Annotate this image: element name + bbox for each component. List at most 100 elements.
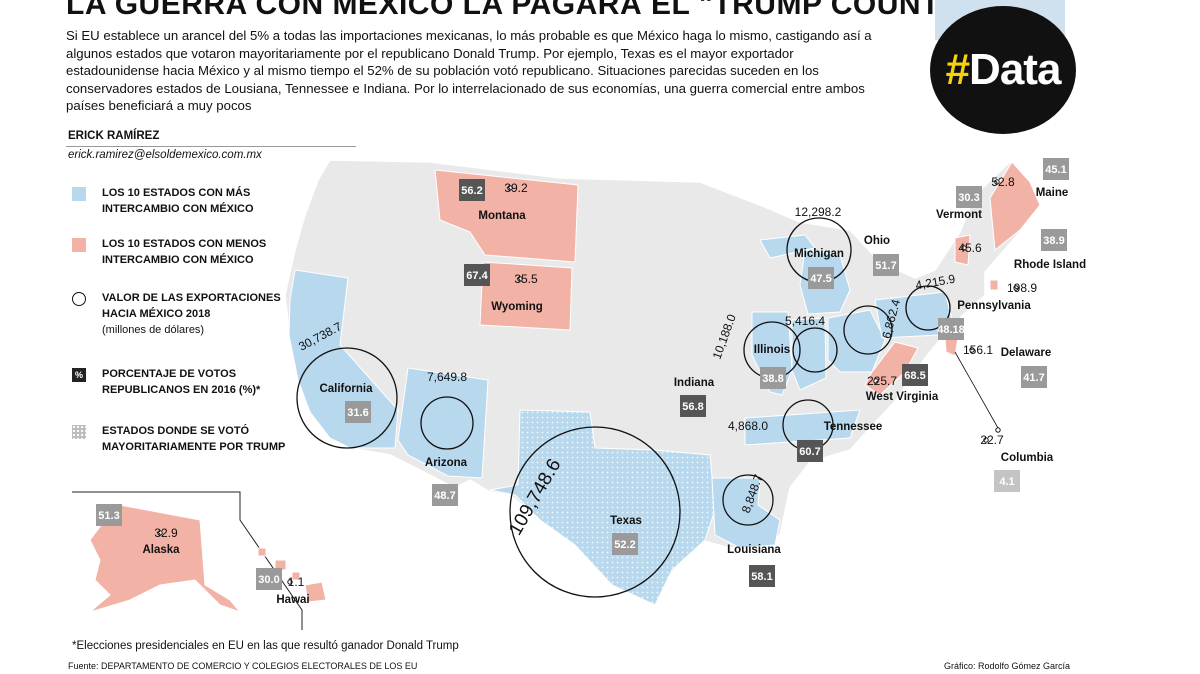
legend-votes-icon: % <box>72 368 86 382</box>
export-value-rhode-island: 198.9 <box>1007 281 1037 295</box>
vote-value-illinois: 38.8 <box>762 373 783 385</box>
vote-value-louisiana: 58.1 <box>751 571 772 583</box>
state-name-rhode-island: Rhode Island <box>1014 259 1086 271</box>
data-badge: #Data <box>930 6 1076 134</box>
state-shape-tennessee <box>744 409 861 446</box>
vote-box-arizona <box>432 484 458 506</box>
state-shape-rhode-island <box>989 279 999 291</box>
export-value-columbia: 22.7 <box>980 433 1004 447</box>
vote-box-vermont <box>956 186 982 208</box>
vote-box-west-virginia <box>902 364 928 386</box>
legend-swatch-low <box>72 238 86 252</box>
export-circle-indiana <box>792 327 838 373</box>
state-michigan: 47.5 12,298.2 Michigan <box>786 205 852 289</box>
data-badge-label: #Data <box>945 45 1062 94</box>
export-value-pennsylvania: 4,215.9 <box>914 272 956 293</box>
intro-paragraph: Si EU establece un arancel del 5% a toda… <box>66 28 872 114</box>
author-name: ERICK RAMÍREZ <box>68 130 160 142</box>
legend-dots-icon <box>72 425 86 439</box>
state-shape-maine <box>989 161 1041 251</box>
state-name-california: California <box>319 383 373 395</box>
legend-swatch-high <box>72 187 86 201</box>
vote-box-michigan <box>808 267 834 289</box>
export-circle-ohio <box>843 305 893 355</box>
vote-box-ohio <box>873 254 899 276</box>
export-value-arizona: 7,649.8 <box>427 370 467 384</box>
export-value-delaware: 156.1 <box>963 343 993 357</box>
vote-value-columbia: 4.1 <box>999 476 1014 488</box>
state-columbia: 4.1 22.7 Columbia <box>980 433 1054 492</box>
vote-value-west-virginia: 68.5 <box>904 370 925 382</box>
page-title: LA GUERRA CON MÉXICO LA PAGARÁ EL "TRUMP… <box>66 0 997 21</box>
vote-box-maine <box>1043 158 1069 180</box>
state-alaska: 51.3 32.9 Alaska <box>96 504 180 556</box>
export-dot-west-virginia <box>873 378 879 384</box>
export-value-hawai: 1.1 <box>288 575 305 589</box>
export-dot-rhode-island <box>1013 285 1019 291</box>
footnote: *Elecciones presidenciales en EU en las … <box>72 640 459 652</box>
export-circle-texas <box>509 426 681 598</box>
source-note: Fuente: DEPARTAMENTO DE COMERCIO Y COLEG… <box>68 661 418 671</box>
author-email: erick.ramirez@elsoldemexico.com.mx <box>68 149 262 161</box>
vote-value-alaska: 51.3 <box>98 510 119 522</box>
state-hawai: 30.0 1.1 Hawai <box>256 568 310 606</box>
state-name-columbia: Columbia <box>1001 452 1054 464</box>
export-value-indiana: 5,416.4 <box>785 314 825 328</box>
vote-value-ohio: 51.7 <box>875 260 896 272</box>
vote-value-arizona: 48.7 <box>434 490 455 502</box>
state-name-pennsylvania: Pennsylvania <box>957 300 1031 312</box>
vote-box-alaska <box>96 504 122 526</box>
vote-box-louisiana <box>749 565 775 587</box>
state-name-vermont: Vermont <box>936 209 982 221</box>
state-rhode-island: 38.9 198.9 Rhode Island <box>1007 229 1086 295</box>
state-shape-arizona <box>397 367 489 479</box>
state-name-louisiana: Louisiana <box>727 544 781 556</box>
export-dot-hawai <box>287 579 293 585</box>
export-value-michigan: 12,298.2 <box>795 205 842 219</box>
state-name-michigan: Michigan <box>794 248 844 260</box>
state-shape-louisiana <box>711 477 781 549</box>
vote-box-indiana <box>680 395 706 417</box>
export-dot-montana <box>507 185 513 191</box>
vote-value-michigan: 47.5 <box>810 273 831 285</box>
columbia-dot <box>995 427 1001 433</box>
export-circle-pennsylvania <box>905 285 951 331</box>
vote-value-indiana: 56.8 <box>682 401 703 413</box>
state-name-illinois: Illinois <box>754 344 790 356</box>
vote-value-hawai: 30.0 <box>258 574 279 586</box>
vote-value-delaware: 41.7 <box>1023 372 1044 384</box>
state-name-montana: Montana <box>478 210 526 222</box>
state-name-tennessee: Tennessee <box>824 421 883 433</box>
vote-value-rhode-island: 38.9 <box>1043 235 1064 247</box>
state-name-texas: Texas <box>610 515 642 527</box>
state-delaware: 41.7 156.1 Delaware <box>963 343 1051 388</box>
vote-value-wyoming: 67.4 <box>466 270 488 282</box>
state-name-wyoming: Wyoming <box>491 301 543 313</box>
export-value-montana: 39.2 <box>504 181 528 195</box>
state-name-west-virginia: West Virginia <box>866 391 939 403</box>
export-dot-columbia <box>983 437 989 443</box>
vote-value-vermont: 30.3 <box>958 192 979 204</box>
vote-box-pennsylvania <box>938 318 964 340</box>
vote-value-texas: 52.2 <box>614 539 635 551</box>
export-circle-arizona <box>420 396 474 450</box>
legend-exports-label: VALOR DE LAS EXPORTACIONES HACIA MÉXICO … <box>102 292 281 320</box>
legend-trump-states-label: ESTADOS DONDE SE VOTÓ MAYORITARIAMENTE P… <box>102 425 286 453</box>
vote-value-pennsylvania: 48.18 <box>937 324 965 336</box>
export-dot-delaware <box>969 347 975 353</box>
vote-box-illinois <box>760 367 786 389</box>
export-dot-vermont <box>961 245 967 251</box>
state-name-arizona: Arizona <box>425 457 468 469</box>
export-dot-alaska <box>157 530 163 536</box>
state-name-ohio: Ohio <box>864 235 890 247</box>
state-wyoming: 67.4 35.5 Wyoming <box>464 264 543 313</box>
vote-box-tennessee <box>797 440 823 462</box>
vote-box-hawai <box>256 568 282 590</box>
export-circle-california <box>296 347 398 449</box>
vote-value-california: 31.6 <box>347 407 368 419</box>
export-value-west-virginia: 225.7 <box>867 374 897 388</box>
legend-votes-label: PORCENTAJE DE VOTOS REPUBLICANOS EN 2016… <box>102 368 261 396</box>
export-value-maine: 52.8 <box>991 175 1015 189</box>
